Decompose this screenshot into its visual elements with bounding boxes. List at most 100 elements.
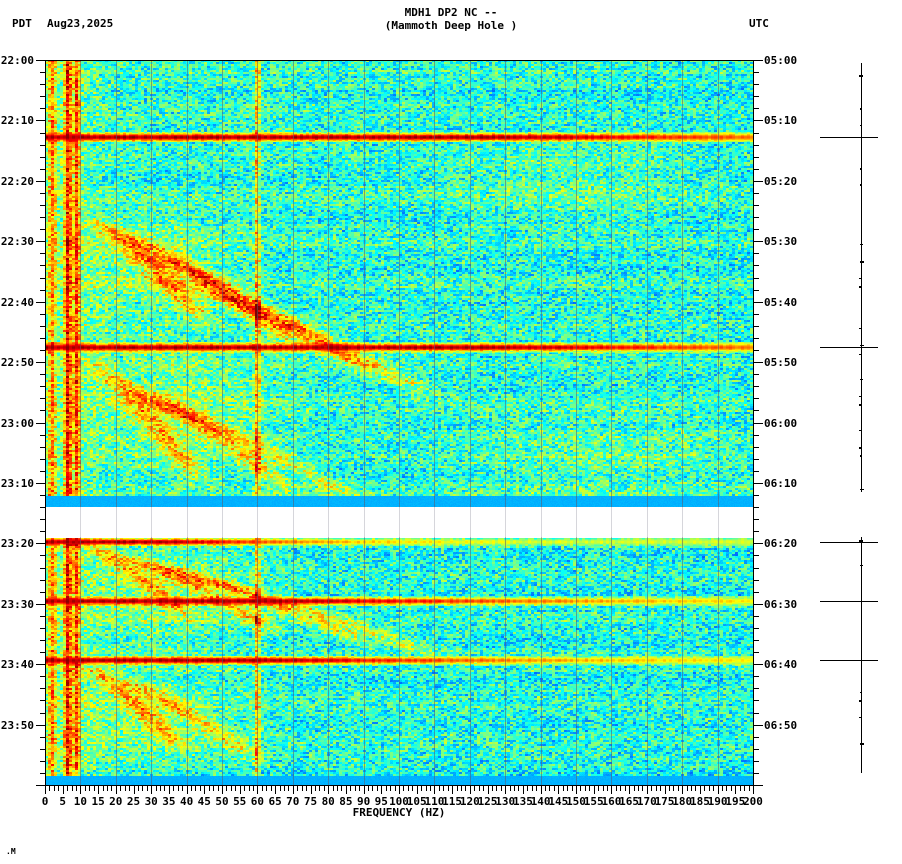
x-axis-tick (616, 786, 617, 791)
y-right-axis-tick (754, 205, 759, 206)
x-axis-tick (545, 786, 546, 791)
x-axis-tick (576, 786, 577, 794)
event-trace-tick (859, 404, 862, 407)
y-right-axis-tick (754, 326, 759, 327)
x-axis-tick (89, 786, 90, 791)
x-tick-label: 135 (512, 795, 533, 808)
y-right-axis-tick (754, 688, 759, 689)
y-left-tick-label: 22:20 (0, 175, 34, 188)
x-axis-tick (620, 786, 621, 791)
y-right-tick-label: 05:00 (764, 54, 798, 67)
x-axis-tick (209, 786, 210, 791)
y-left-axis-tick (40, 290, 45, 291)
y-left-axis-tick (36, 543, 45, 544)
event-trace-tick (860, 108, 862, 111)
x-tick-label: 55 (233, 795, 247, 808)
y-right-axis-tick (754, 761, 759, 762)
y-right-axis-tick (754, 435, 759, 436)
y-left-axis-tick (40, 278, 45, 279)
y-left-axis-tick (40, 519, 45, 520)
x-axis-tick (324, 786, 325, 791)
y-right-tick-label: 05:20 (764, 175, 798, 188)
y-left-axis-tick (36, 483, 45, 484)
y-right-axis-tick (754, 386, 759, 387)
x-axis-tick (532, 786, 533, 791)
y-left-axis-tick (40, 145, 45, 146)
x-tick-label: 115 (442, 795, 463, 808)
y-left-axis-tick (40, 193, 45, 194)
x-tick-label: 95 (374, 795, 388, 808)
y-left-axis-tick (40, 217, 45, 218)
event-trace-tick (859, 539, 863, 542)
x-axis-tick (142, 786, 143, 791)
x-axis-title: FREQUENCY (HZ) (352, 806, 446, 819)
y-left-axis-tick (40, 157, 45, 158)
y-right-axis-tick (754, 495, 759, 496)
y-right-axis-tick (754, 700, 759, 701)
event-trace-tick (860, 184, 862, 187)
event-trace-line (861, 537, 862, 773)
x-axis-tick (700, 786, 701, 794)
x-axis-tick (76, 786, 77, 791)
x-axis-tick (191, 786, 192, 791)
spectrogram-plot[interactable] (45, 60, 753, 785)
y-left-axis-tick (40, 459, 45, 460)
y-left-tick-label: 23:00 (0, 417, 34, 430)
y-left-axis-tick (40, 84, 45, 85)
event-trace-tick (860, 243, 863, 245)
event-trace-tick (860, 455, 862, 458)
axis-line-top (45, 60, 754, 61)
y-left-axis-tick (36, 241, 45, 242)
y-right-axis-tick (754, 423, 763, 424)
event-trace-tick (860, 260, 864, 263)
y-right-tick-label: 06:00 (764, 417, 798, 430)
x-axis-tick (656, 786, 657, 791)
y-left-axis-tick (40, 495, 45, 496)
x-axis-tick (669, 786, 670, 791)
x-axis-tick (501, 786, 502, 791)
y-right-axis-tick (754, 169, 759, 170)
x-axis-tick (213, 786, 214, 791)
x-axis-tick (399, 786, 400, 794)
x-axis-tick (408, 786, 409, 791)
y-right-axis-tick (754, 133, 759, 134)
y-right-axis-tick (754, 193, 759, 194)
y-left-axis-tick (36, 302, 45, 303)
x-axis-tick (226, 786, 227, 791)
x-axis-tick (111, 786, 112, 791)
x-tick-label: 195 (725, 795, 746, 808)
y-left-tick-label: 22:40 (0, 296, 34, 309)
y-left-axis-tick (40, 205, 45, 206)
y-right-axis-tick (754, 519, 759, 520)
event-trace-tick (860, 345, 864, 347)
x-axis-tick (695, 786, 696, 791)
y-left-tick-label: 23:20 (0, 537, 34, 550)
event-trace-tick (859, 700, 861, 703)
y-left-axis-tick (40, 700, 45, 701)
y-right-axis-tick (754, 338, 759, 339)
x-axis-tick (704, 786, 705, 791)
x-axis-tick (169, 786, 170, 794)
spectrogram-canvas[interactable] (45, 60, 753, 785)
event-trace-tick (859, 277, 862, 279)
x-axis-tick (629, 786, 630, 794)
x-axis-tick (372, 786, 373, 791)
x-axis-tick (377, 786, 378, 791)
x-axis-tick (718, 786, 719, 794)
y-right-axis-tick (754, 543, 763, 544)
event-trace-crossbar (820, 660, 878, 661)
x-axis-tick (603, 786, 604, 791)
y-right-tick-label: 05:10 (764, 114, 798, 127)
x-axis-tick (138, 786, 139, 791)
x-axis-tick (558, 786, 559, 794)
x-axis-tick (218, 786, 219, 791)
y-left-axis-tick (40, 580, 45, 581)
y-left-axis-tick (40, 737, 45, 738)
corner-mark: .M (6, 847, 16, 856)
x-tick-label: 190 (707, 795, 728, 808)
event-trace-panel (790, 60, 890, 785)
y-right-axis-tick (754, 604, 763, 605)
y-right-axis-tick (754, 72, 759, 73)
x-tick-label: 175 (654, 795, 675, 808)
event-trace-tick (860, 379, 863, 380)
